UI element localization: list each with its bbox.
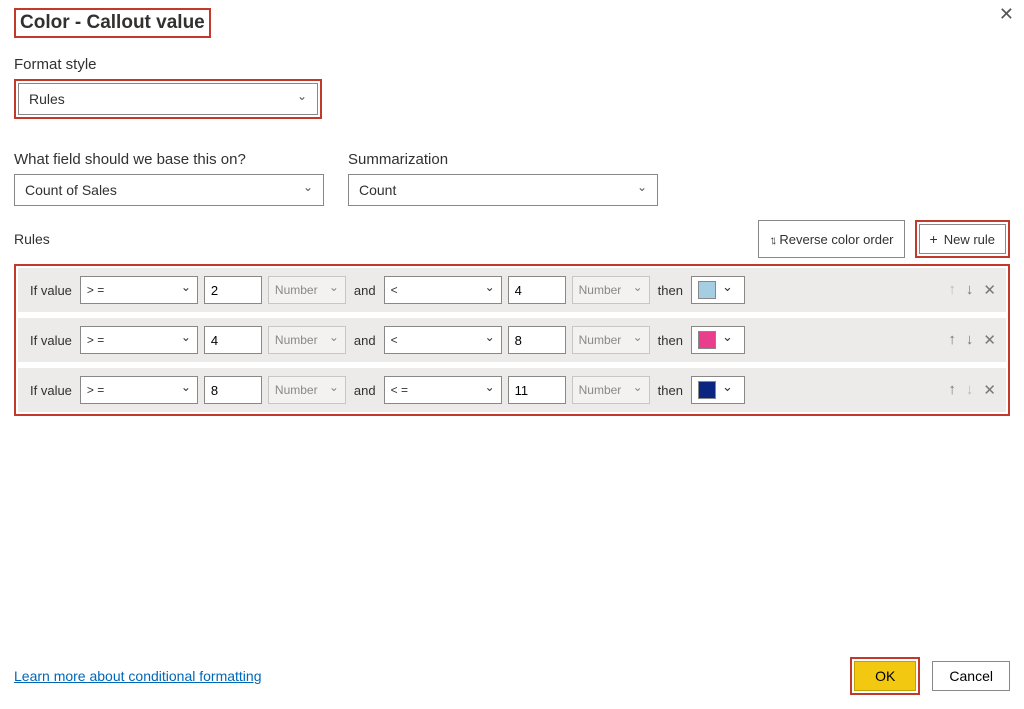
operator1-select[interactable]: > =: [80, 376, 198, 404]
color-picker[interactable]: [691, 326, 745, 354]
chevron-down-icon: [633, 283, 643, 297]
if-value-label: If value: [28, 383, 74, 398]
chevron-down-icon: [637, 183, 647, 197]
chevron-down-icon: [329, 383, 339, 397]
dialog-title: Color - Callout value: [14, 8, 211, 38]
reverse-icon: [769, 232, 773, 247]
then-label: then: [656, 283, 685, 298]
then-label: then: [656, 333, 685, 348]
base-field-value: Count of Sales: [25, 182, 117, 198]
value2-input[interactable]: [508, 276, 566, 304]
chevron-down-icon: [485, 333, 495, 347]
operator1-select[interactable]: > =: [80, 276, 198, 304]
move-down-icon[interactable]: ↓: [966, 331, 974, 349]
color-swatch: [698, 331, 716, 349]
move-down-icon[interactable]: ↓: [966, 281, 974, 299]
if-value-label: If value: [28, 283, 74, 298]
type2-select[interactable]: Number: [572, 376, 650, 404]
cancel-button[interactable]: Cancel: [932, 661, 1010, 691]
close-icon[interactable]: ✕: [999, 4, 1014, 25]
and-label: and: [352, 383, 378, 398]
chevron-down-icon: [297, 92, 307, 106]
chevron-down-icon: [303, 183, 313, 197]
base-field-dropdown[interactable]: Count of Sales: [14, 174, 324, 206]
move-up-icon: ↑: [948, 281, 956, 299]
value1-input[interactable]: [204, 276, 262, 304]
type1-select[interactable]: Number: [268, 276, 346, 304]
learn-more-link[interactable]: Learn more about conditional formatting: [14, 668, 261, 684]
value1-input[interactable]: [204, 326, 262, 354]
operator2-select[interactable]: <: [384, 326, 502, 354]
color-swatch: [698, 381, 716, 399]
new-rule-label: New rule: [944, 232, 995, 247]
color-picker[interactable]: [691, 376, 745, 404]
chevron-down-icon: [181, 283, 191, 297]
base-field-label: What field should we base this on?: [14, 151, 324, 168]
plus-icon: [930, 231, 938, 247]
rule-row: If value > = Number and < Number then ↑ ↓ ✕: [18, 318, 1006, 362]
rule-row: If value > = Number and < = Number then ↑ ↓ ✕: [18, 368, 1006, 412]
chevron-down-icon: [181, 383, 191, 397]
value2-input[interactable]: [508, 376, 566, 404]
chevron-down-icon: [329, 283, 339, 297]
summarization-dropdown[interactable]: Count: [348, 174, 658, 206]
format-style-dropdown[interactable]: Rules: [18, 83, 318, 115]
delete-rule-icon[interactable]: ✕: [983, 331, 996, 349]
chevron-down-icon: [329, 333, 339, 347]
summarization-value: Count: [359, 182, 396, 198]
delete-rule-icon[interactable]: ✕: [983, 281, 996, 299]
rules-list: If value> =Numberand<Numberthen↑↓✕If val…: [14, 264, 1010, 416]
color-picker[interactable]: [691, 276, 745, 304]
type1-select[interactable]: Number: [268, 376, 346, 404]
if-value-label: If value: [28, 333, 74, 348]
value2-input[interactable]: [508, 326, 566, 354]
format-style-value: Rules: [29, 91, 65, 107]
delete-rule-icon[interactable]: ✕: [983, 381, 996, 399]
chevron-down-icon: [181, 333, 191, 347]
color-swatch: [698, 281, 716, 299]
move-down-icon: ↓: [966, 381, 974, 399]
operator2-select[interactable]: <: [384, 276, 502, 304]
operator1-select[interactable]: > =: [80, 326, 198, 354]
chevron-down-icon: [722, 332, 733, 348]
chevron-down-icon: [485, 383, 495, 397]
rules-label: Rules: [14, 231, 50, 247]
value1-input[interactable]: [204, 376, 262, 404]
chevron-down-icon: [722, 382, 733, 398]
rule-row: If value > = Number and < Number then ↑ ↓ ✕: [18, 268, 1006, 312]
ok-button[interactable]: OK: [854, 661, 916, 691]
chevron-down-icon: [722, 282, 733, 298]
then-label: then: [656, 383, 685, 398]
reverse-color-order-button[interactable]: Reverse color order: [758, 220, 904, 258]
chevron-down-icon: [633, 333, 643, 347]
reverse-label: Reverse color order: [779, 232, 893, 247]
chevron-down-icon: [633, 383, 643, 397]
and-label: and: [352, 333, 378, 348]
and-label: and: [352, 283, 378, 298]
move-up-icon[interactable]: ↑: [948, 381, 956, 399]
chevron-down-icon: [485, 283, 495, 297]
type1-select[interactable]: Number: [268, 326, 346, 354]
operator2-select[interactable]: < =: [384, 376, 502, 404]
type2-select[interactable]: Number: [572, 326, 650, 354]
format-style-label: Format style: [14, 56, 1010, 73]
summarization-label: Summarization: [348, 151, 658, 168]
move-up-icon[interactable]: ↑: [948, 331, 956, 349]
type2-select[interactable]: Number: [572, 276, 650, 304]
new-rule-button[interactable]: New rule: [919, 224, 1006, 254]
